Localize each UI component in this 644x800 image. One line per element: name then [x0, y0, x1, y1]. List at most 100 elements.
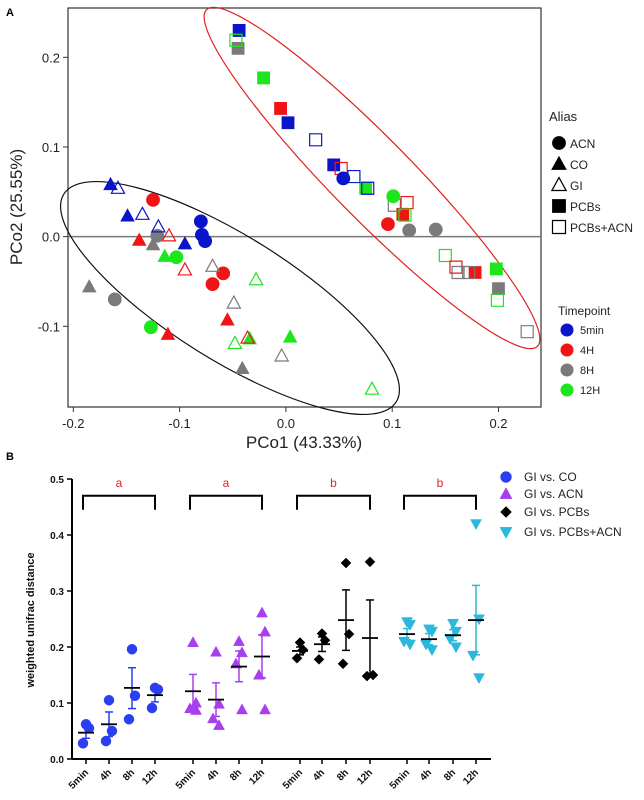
y-tick-label: 0.0	[50, 755, 64, 766]
data-point	[248, 271, 264, 286]
data-point	[235, 360, 250, 374]
significance-bracket	[296, 494, 371, 510]
legend-label: 8H	[580, 365, 594, 377]
data-point	[103, 694, 115, 706]
legend-label: GI	[570, 179, 583, 193]
data-point	[160, 326, 176, 340]
data-point	[337, 658, 349, 670]
data-point	[233, 635, 245, 646]
data-point	[145, 236, 161, 251]
pcb-group-ellipse	[203, 6, 541, 350]
y-tick-label: 0.2	[42, 50, 60, 65]
data-point	[281, 116, 295, 130]
data-point	[489, 262, 503, 276]
significance-letter: b	[330, 476, 337, 490]
data-point	[236, 646, 248, 658]
x-tick-label: 12h	[140, 767, 160, 787]
data-point	[131, 232, 147, 246]
alias-legend-title: Alias	[549, 109, 578, 124]
data-point	[381, 217, 395, 231]
data-point	[216, 266, 231, 281]
x-tick-label: -0.2	[62, 416, 84, 431]
data-point	[81, 279, 97, 293]
y-tick-label: 0.1	[42, 140, 60, 155]
data-point	[204, 258, 221, 272]
data-point	[103, 176, 118, 191]
x-tick-label: 12h	[247, 767, 267, 787]
data-point	[467, 650, 479, 662]
data-point	[520, 325, 534, 339]
legend-label: GI vs. ACN	[524, 487, 583, 501]
legend-label: GI vs. CO	[524, 470, 577, 484]
legend-marker-co	[551, 155, 567, 170]
y-tick-label: -0.1	[38, 319, 60, 334]
significance-bracket	[82, 494, 156, 510]
pcoa-legend: ACN CO GI PCBs PCBs+ACN 5min 4H 8H 12H	[550, 136, 633, 397]
data-point	[309, 133, 323, 147]
y-tick-label: 0.1	[50, 699, 64, 710]
y-tick-label: 0.4	[50, 531, 64, 542]
data-point	[231, 41, 245, 55]
data-point	[291, 652, 303, 664]
legend-label: PCBs+ACN	[570, 221, 633, 235]
data-point	[462, 265, 476, 280]
panel-b-label: B	[6, 451, 14, 463]
data-point	[123, 713, 135, 725]
x-tick-label: 8h	[442, 767, 458, 783]
legend-marker-gi	[550, 176, 568, 192]
pcoa-x-label: PCo1 (43.33%)	[246, 433, 362, 452]
data-point	[449, 260, 463, 274]
data-point	[490, 293, 505, 307]
data-point	[177, 236, 193, 250]
data-point	[492, 282, 505, 296]
data-point	[120, 208, 135, 222]
data-point	[146, 192, 160, 207]
legend-marker-gi-vs-pcbs	[500, 506, 512, 518]
data-point	[426, 645, 438, 657]
significance-letter: a	[116, 476, 123, 490]
data-point	[205, 277, 220, 292]
data-point	[77, 738, 89, 749]
data-point	[438, 248, 452, 263]
data-point	[226, 294, 242, 309]
x-tick-label: 4h	[205, 767, 221, 783]
legend-label: GI vs. PCBs	[524, 505, 589, 519]
data-point	[177, 261, 193, 276]
data-point	[364, 380, 380, 395]
data-point	[402, 223, 417, 238]
x-tick-label: 5min	[67, 767, 91, 791]
legend-marker-12h	[560, 383, 574, 397]
data-point	[236, 703, 248, 715]
data-point	[210, 645, 222, 657]
legend-marker-5min	[560, 323, 574, 337]
data-point	[227, 335, 243, 350]
legend-label: 12H	[580, 385, 600, 397]
legend-marker-gi-vs-pcbs-acn	[499, 527, 513, 539]
data-point	[169, 250, 184, 265]
data-point	[259, 703, 271, 715]
legend-label: ACN	[570, 137, 595, 151]
data-point	[207, 712, 219, 724]
panel-a-label: A	[6, 7, 14, 19]
x-tick-label: 4h	[418, 767, 434, 783]
data-point	[107, 292, 122, 307]
data-point	[126, 643, 138, 655]
data-point	[229, 33, 243, 47]
data-point	[404, 639, 416, 651]
legend-marker-pcbs	[552, 199, 566, 213]
x-tick-label: 5min	[281, 767, 305, 791]
data-point	[190, 704, 202, 715]
legend-label: PCBs	[570, 200, 601, 214]
data-point	[144, 320, 158, 335]
x-tick-label: -0.1	[168, 416, 190, 431]
x-tick-label: 5min	[174, 767, 198, 791]
legend-marker-gi-vs-acn	[499, 487, 513, 499]
legend-label: 5min	[580, 325, 604, 337]
data-point	[364, 556, 376, 568]
data-point	[404, 620, 416, 631]
distance-y-label: weighted unifrac distance	[25, 552, 37, 688]
data-point	[398, 208, 412, 222]
significance-bracket	[403, 494, 477, 510]
x-tick-label: 0.2	[489, 416, 507, 431]
